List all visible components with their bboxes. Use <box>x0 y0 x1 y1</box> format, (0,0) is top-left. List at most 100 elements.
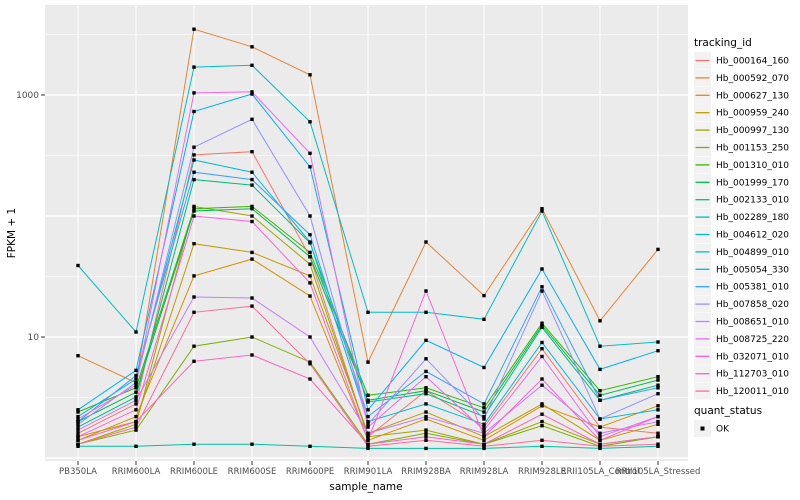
data-point <box>482 428 486 432</box>
x-tick-label-RRIM600SE: RRIM600SE <box>228 467 277 477</box>
legend-label: Hb_000164_160 <box>716 57 789 67</box>
data-point <box>482 402 486 406</box>
data-point <box>366 422 370 426</box>
data-point <box>424 410 428 414</box>
data-point <box>192 27 196 31</box>
data-point <box>598 393 602 397</box>
data-point <box>366 360 370 364</box>
data-point <box>250 170 254 174</box>
data-point <box>540 285 544 289</box>
legend-item-Hb_008651_010: Hb_008651_010 <box>694 313 789 330</box>
data-point <box>250 442 254 446</box>
data-point <box>598 389 602 393</box>
data-point <box>134 380 138 385</box>
legend-item-Hb_002133_010: Hb_002133_010 <box>694 191 789 209</box>
data-point <box>192 442 196 446</box>
data-point <box>250 214 254 218</box>
data-point <box>76 410 80 414</box>
legend-item-Hb_004612_020: Hb_004612_020 <box>694 226 789 243</box>
data-point <box>482 422 486 426</box>
legend-label: Hb_007858_020 <box>716 300 789 310</box>
plot-panel <box>45 5 688 461</box>
data-point <box>192 158 196 162</box>
legend-item-Hb_000997_130: Hb_000997_130 <box>694 121 789 139</box>
data-point <box>76 419 80 424</box>
data-point <box>598 446 602 451</box>
data-point <box>540 323 544 327</box>
data-point <box>192 145 196 149</box>
data-point <box>250 183 254 187</box>
data-point <box>424 369 428 374</box>
legend-item-Hb_120011_010: Hb_120011_010 <box>694 382 789 400</box>
data-point <box>308 250 312 255</box>
data-point <box>540 267 544 271</box>
data-point <box>540 438 544 442</box>
data-point <box>540 354 544 359</box>
data-point <box>656 422 660 426</box>
legend-item-Hb_032071_010: Hb_032071_010 <box>694 347 789 365</box>
data-point <box>134 330 138 334</box>
data-point <box>540 207 544 211</box>
data-point <box>424 310 428 314</box>
legend-label: Hb_000959_240 <box>716 109 789 119</box>
data-point <box>76 438 80 442</box>
data-point <box>192 310 196 314</box>
legend-label: Hb_000997_130 <box>716 126 789 136</box>
x-tick-label-RRIM600PE: RRIM600PE <box>286 467 334 477</box>
data-point <box>424 386 428 390</box>
data-point <box>540 383 544 387</box>
data-point <box>482 406 486 410</box>
data-point <box>76 417 80 421</box>
data-point <box>308 255 312 259</box>
data-point <box>424 240 428 244</box>
black-square-marker-icon <box>700 426 705 431</box>
data-point <box>308 362 312 366</box>
data-point <box>250 204 254 209</box>
axes: 10 1000 PB350LA RRIM600LA RRIM600LE RRIM600SE… <box>16 91 700 477</box>
data-point <box>598 444 602 448</box>
data-point <box>192 177 196 182</box>
legend-label: Hb_002133_010 <box>716 196 789 206</box>
data-point <box>308 274 312 278</box>
data-point <box>250 63 254 67</box>
data-point <box>250 250 254 255</box>
legend-item-Hb_000164_160: Hb_000164_160 <box>694 52 789 69</box>
legend: Hb_000164_160 Hb_000592_070 Hb_000627_130 H… <box>694 52 789 437</box>
data-point <box>134 444 138 448</box>
data-point <box>308 360 312 364</box>
data-point <box>598 417 602 421</box>
data-point <box>134 368 138 373</box>
data-point <box>482 438 486 442</box>
data-point <box>76 425 80 429</box>
data-point <box>482 414 486 419</box>
data-point <box>424 414 428 419</box>
data-point <box>76 408 80 412</box>
data-point <box>308 335 312 339</box>
data-point <box>540 209 544 213</box>
data-point <box>540 340 544 345</box>
data-point <box>134 377 138 381</box>
data-point <box>134 425 138 429</box>
data-point <box>250 90 254 94</box>
data-point <box>134 419 138 424</box>
legend-item-Hb_005381_010: Hb_005381_010 <box>694 278 789 296</box>
y-axis-title: FPKM + 1 <box>6 208 18 258</box>
data-point <box>540 444 544 448</box>
data-point <box>482 435 486 439</box>
data-point <box>134 373 138 378</box>
data-point <box>308 120 312 124</box>
data-point <box>192 153 196 157</box>
data-point <box>540 347 544 351</box>
data-point <box>482 417 486 421</box>
data-point <box>598 442 602 446</box>
x-tick-label-RRII105LA_Control: RRII105LA_Control <box>561 467 640 477</box>
data-point <box>598 344 602 348</box>
data-point <box>424 435 428 439</box>
data-point <box>424 431 428 435</box>
data-point <box>250 335 254 339</box>
data-point <box>250 92 254 96</box>
data-point <box>134 428 138 432</box>
data-point <box>656 431 660 435</box>
